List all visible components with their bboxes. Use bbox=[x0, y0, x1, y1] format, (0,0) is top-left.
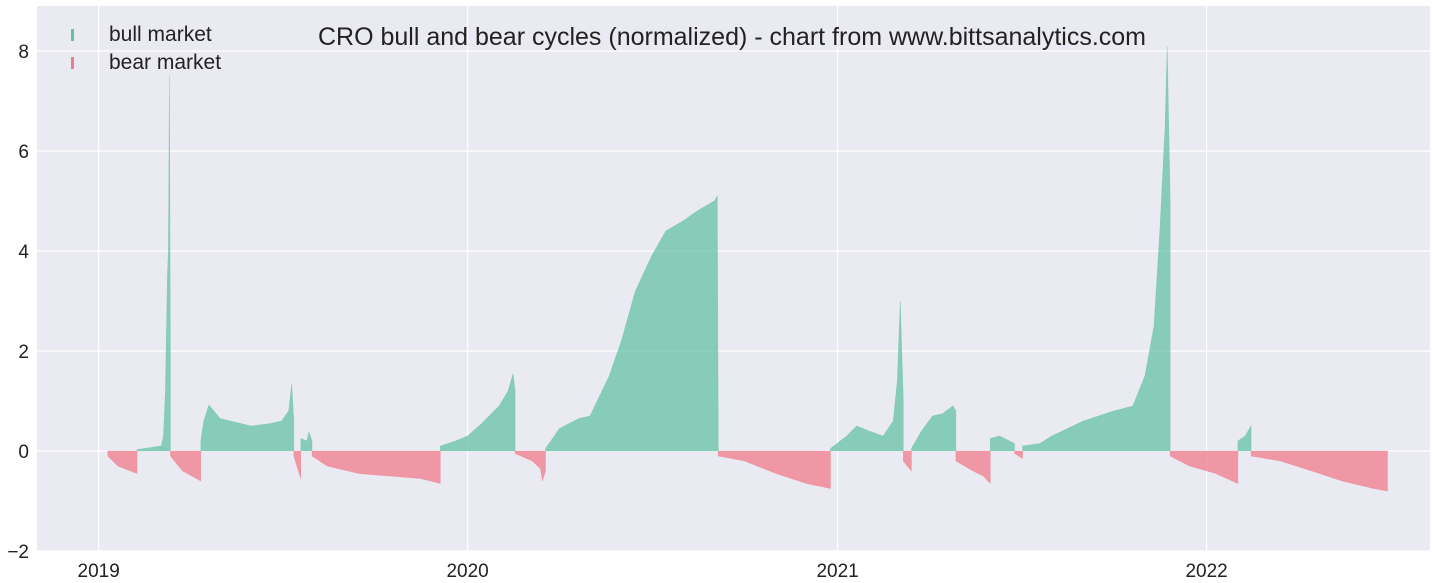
bull-segment-6 bbox=[830, 300, 904, 452]
bear-segment-5 bbox=[718, 450, 831, 489]
bear-segment-0 bbox=[107, 450, 138, 474]
bear-segment-7 bbox=[955, 450, 991, 485]
series-bull bbox=[136, 45, 1252, 452]
bear-segment-4 bbox=[514, 450, 546, 482]
legend-marker-bear bbox=[71, 57, 74, 69]
bear-segment-2 bbox=[293, 450, 302, 479]
bull-segment-10 bbox=[1237, 424, 1252, 452]
bull-segment-1 bbox=[161, 75, 171, 452]
bear-segment-9 bbox=[1169, 450, 1239, 484]
legend: bull market bear market bbox=[71, 23, 221, 74]
y-tick-label: 0 bbox=[18, 442, 29, 463]
x-tick-label: 2019 bbox=[78, 561, 120, 582]
bear-segment-3 bbox=[311, 450, 441, 484]
legend-label-bull: bull market bbox=[109, 23, 212, 46]
bear-segment-6 bbox=[903, 450, 912, 472]
y-tick-label: 4 bbox=[18, 242, 29, 263]
x-tick-label: 2021 bbox=[816, 561, 858, 582]
legend-label-bear: bear market bbox=[109, 51, 221, 74]
y-tick-label: 8 bbox=[18, 42, 29, 63]
bear-segment-1 bbox=[170, 450, 202, 482]
bull-segment-8 bbox=[990, 435, 1015, 452]
bars bbox=[107, 45, 1388, 492]
x-axis-ticks: 2019 2020 2021 2022 bbox=[78, 561, 1228, 582]
y-tick-label: 2 bbox=[18, 342, 29, 363]
series-bear bbox=[107, 450, 1388, 492]
y-tick-label: −2 bbox=[7, 542, 29, 563]
bear-segment-8 bbox=[1014, 450, 1023, 460]
y-axis-ticks: −2 0 2 4 6 8 bbox=[7, 42, 29, 563]
bull-segment-2 bbox=[200, 383, 295, 452]
legend-marker-bull bbox=[71, 29, 74, 41]
bull-segment-4 bbox=[440, 373, 516, 452]
y-tick-label: 6 bbox=[18, 142, 29, 163]
bull-segment-9 bbox=[1022, 45, 1171, 452]
bull-segment-7 bbox=[911, 405, 957, 452]
x-tick-label: 2022 bbox=[1185, 561, 1227, 582]
bull-segment-5 bbox=[545, 194, 719, 452]
chart-title: CRO bull and bear cycles (normalized) - … bbox=[318, 23, 1146, 51]
bear-segment-10 bbox=[1250, 450, 1388, 492]
x-tick-label: 2020 bbox=[446, 561, 488, 582]
